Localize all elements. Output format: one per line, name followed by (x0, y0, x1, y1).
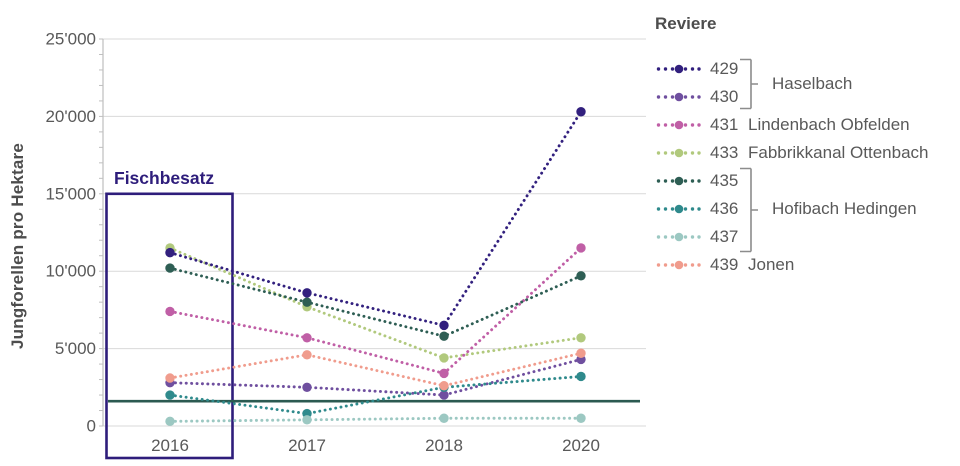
series-line-433 (168, 246, 583, 360)
series-line-429 (168, 110, 583, 328)
y-tick-label: 10'000 (45, 262, 96, 281)
legend-item-433: 433 Fabbrikkanal Ottenbach (655, 139, 955, 167)
series-marker-433 (576, 333, 586, 343)
series-marker-435 (576, 271, 586, 281)
y-tick-label: 20'000 (45, 107, 96, 126)
legend-swatch-dotted-430 (656, 92, 701, 102)
series-marker-429 (439, 320, 449, 331)
legend-item-436: 436 (655, 195, 955, 223)
series-marker-437 (165, 416, 175, 427)
legend-bracket-hofibach (740, 167, 758, 253)
legend-group-hofibach: Hofibach Hedingen (772, 199, 917, 218)
legend-item-437: 437 (655, 223, 955, 251)
series-marker-430 (302, 382, 312, 392)
y-tick-label: 5'000 (55, 339, 96, 358)
x-tick-label: 2017 (288, 436, 326, 455)
legend-label-433: 433 (710, 143, 739, 162)
legend-swatch-dotted-431 (656, 120, 701, 130)
legend-group-haselbach: Haselbach (772, 74, 853, 93)
legend-swatch-dotted-437 (656, 232, 701, 242)
legend-swatch-dotted-433 (656, 148, 701, 158)
series-marker-429 (576, 107, 586, 117)
series-marker-439 (439, 381, 449, 391)
series-marker-436 (165, 390, 175, 400)
series-marker-431 (302, 333, 312, 343)
legend-item-431: 431 Lindenbach Obfelden (655, 111, 955, 139)
series-line-431 (168, 246, 583, 375)
series-marker-431 (576, 243, 586, 253)
legend-label-431: 431 (710, 115, 739, 134)
legend-group-lindenbach: Lindenbach Obfelden (748, 115, 910, 134)
legend-swatch-dotted-429 (656, 64, 701, 74)
series-marker-435 (302, 297, 312, 307)
series-marker-437 (302, 415, 312, 425)
series-line-436 (168, 375, 583, 416)
legend-bracket-haselbach (740, 58, 758, 110)
series-marker-436 (576, 371, 586, 382)
legend-group-fabbrikkanal: Fabbrikkanal Ottenbach (748, 143, 929, 162)
series-marker-429 (165, 247, 175, 258)
series-marker-439 (576, 348, 586, 358)
legend-label-439: 439 (710, 255, 739, 274)
legend-swatch-dotted-439 (656, 260, 701, 270)
legend-label-436: 436 (710, 199, 739, 218)
legend-item-439: 439 Jonen (655, 251, 955, 279)
legend-swatch-dotted-436 (656, 204, 701, 214)
legend-group-jonen: Jonen (748, 255, 795, 274)
legend-item-430: 430 (655, 83, 955, 111)
legend-rows: 429 430 431 Lindenbach Obfelden 433 Fabb… (655, 55, 955, 279)
fischbesatz-box (105, 192, 234, 460)
x-tick-label: 2018 (425, 436, 463, 455)
y-tick-label: 25'000 (45, 30, 96, 49)
series-marker-437 (576, 413, 586, 423)
x-tick-label: 2016 (151, 436, 189, 455)
legend-item-429: 429 (655, 55, 955, 83)
series-marker-431 (165, 306, 175, 317)
annotation-box-label: Fischbesatz (114, 168, 215, 188)
series-marker-439 (302, 350, 312, 360)
legend-swatch-dotted-435 (656, 176, 701, 186)
legend-label-435: 435 (710, 171, 739, 190)
series-marker-437 (439, 413, 449, 423)
x-tick-label: 2020 (562, 436, 600, 455)
series-marker-429 (302, 288, 312, 298)
series-line-439 (168, 351, 583, 388)
legend-item-435: 435 (655, 167, 955, 195)
legend: Reviere 429 430 431 Lindenbach Obfelden … (655, 14, 955, 279)
series-line-437 (168, 416, 583, 423)
series-line-430 (168, 357, 583, 397)
y-tick-label: 15'000 (45, 184, 96, 203)
series-marker-433 (439, 353, 449, 363)
legend-title: Reviere (655, 14, 717, 33)
legend-label-429: 429 (710, 59, 739, 78)
series-marker-430 (439, 390, 449, 400)
series-marker-435 (165, 263, 175, 273)
series-line-435 (168, 266, 583, 338)
series-marker-435 (439, 331, 449, 341)
series-marker-431 (439, 368, 449, 379)
legend-label-430: 430 (710, 87, 739, 106)
legend-label-437: 437 (710, 227, 739, 246)
y-tick-label: 0 (87, 417, 96, 436)
series-marker-439 (165, 373, 175, 383)
